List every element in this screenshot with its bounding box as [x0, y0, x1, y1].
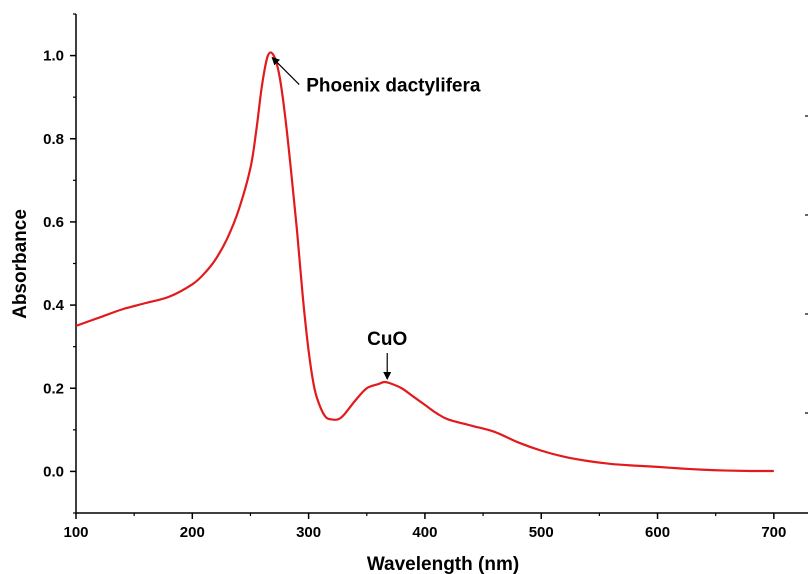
absorbance-curve	[75, 51, 774, 473]
x-tick-label: 300	[296, 524, 321, 541]
annotation-label: CuO	[367, 329, 407, 350]
x-tick-label: 600	[645, 524, 670, 541]
x-tick-label: 100	[63, 524, 88, 541]
x-tick-label: 500	[529, 524, 554, 541]
y-tick-label: 0.8	[43, 131, 64, 148]
y-axis-title: Absorbance	[10, 209, 31, 319]
y-tick-label: 0.4	[43, 297, 65, 314]
x-axis-ticks: 100 200 300 400 500 600 700	[63, 513, 786, 541]
x-tick-label: 400	[412, 524, 437, 541]
y-tick-label: 0.6	[43, 214, 64, 231]
x-tick-label: 700	[761, 524, 786, 541]
y-tick-label: 0.0	[43, 463, 64, 480]
annotation-label: Phoenix dactylifera	[306, 76, 481, 97]
x-axis-title: Wavelength (nm)	[367, 554, 519, 574]
y-tick-label: 1.0	[43, 48, 64, 65]
peak-annotations: Phoenix dactylifera CuO	[271, 56, 481, 381]
x-tick-label: 200	[180, 524, 205, 541]
annotation-arrow	[271, 56, 300, 86]
y-tick-label: 0.2	[43, 380, 64, 397]
y-axis-ticks: 0.0 0.2 0.4 0.6 0.8 1.0	[43, 13, 76, 514]
